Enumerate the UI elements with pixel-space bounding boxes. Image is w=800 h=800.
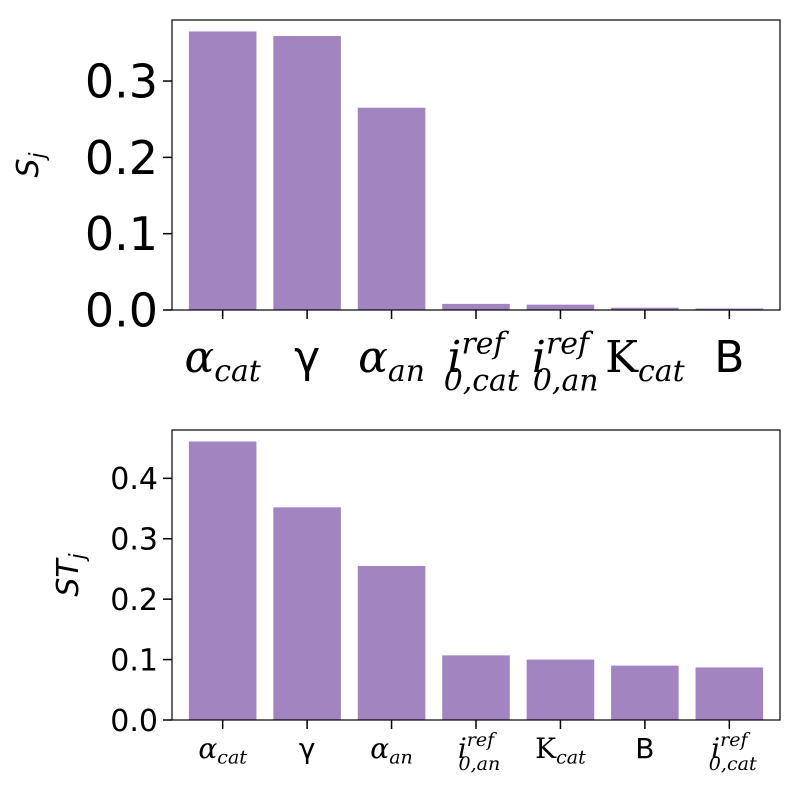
- x-tick-label-4: iref: [458, 729, 497, 765]
- bar-5: [526, 659, 595, 720]
- bar-7: [695, 308, 764, 310]
- y-tick-label: 0.2: [110, 583, 158, 618]
- x-tick-label-1: αcat: [185, 332, 262, 389]
- bar-6: [611, 307, 679, 310]
- bar-3: [357, 565, 426, 720]
- y-tick-label: 0.2: [85, 131, 158, 185]
- y-tick-label: 0.4: [110, 462, 158, 497]
- bar-2: [273, 36, 341, 311]
- y-tick-label: 0.0: [110, 704, 158, 739]
- y-axis-label: STj: [51, 553, 90, 596]
- bar-1: [188, 441, 257, 720]
- x-tick-label-7: B: [714, 332, 744, 383]
- bar-4: [442, 303, 510, 310]
- bar-5: [526, 304, 595, 310]
- bar-6: [611, 665, 679, 720]
- bar-4: [442, 655, 510, 720]
- bar-2: [273, 507, 341, 720]
- x-tick-label-4: iref: [447, 327, 509, 383]
- x-tick-label-2: γ: [294, 332, 320, 383]
- x-tick-label-7: iref: [711, 729, 750, 765]
- x-tick-label-6: Kcat: [605, 332, 685, 389]
- y-tick-label: 0.0: [85, 284, 158, 338]
- bar-3: [357, 107, 426, 311]
- axes-frame: [171, 19, 781, 311]
- x-tick-label-6: B: [635, 732, 654, 765]
- y-tick-label: 0.1: [110, 643, 158, 678]
- x-tick-label-2: γ: [299, 732, 316, 765]
- x-tick-label-4-sub: 0,an: [458, 753, 500, 775]
- bar-1: [188, 31, 257, 311]
- x-tick-label-1: αcat: [198, 732, 247, 769]
- y-tick-label: 0.3: [85, 55, 158, 109]
- x-tick-label-5-sub: 0,an: [533, 363, 599, 398]
- x-tick-label-3: αan: [358, 332, 425, 389]
- y-tick-label: 0.3: [110, 523, 158, 558]
- bar-7: [695, 667, 764, 720]
- x-tick-label-5: Kcat: [535, 732, 586, 769]
- x-tick-label-3: αan: [370, 732, 413, 769]
- x-tick-label-5: iref: [532, 327, 594, 383]
- x-tick-label-7-sub: 0,cat: [709, 753, 757, 775]
- y-axis-label: Sj: [11, 152, 50, 177]
- x-tick-label-4-sub: 0,cat: [444, 363, 520, 398]
- y-tick-label: 0.1: [85, 207, 158, 261]
